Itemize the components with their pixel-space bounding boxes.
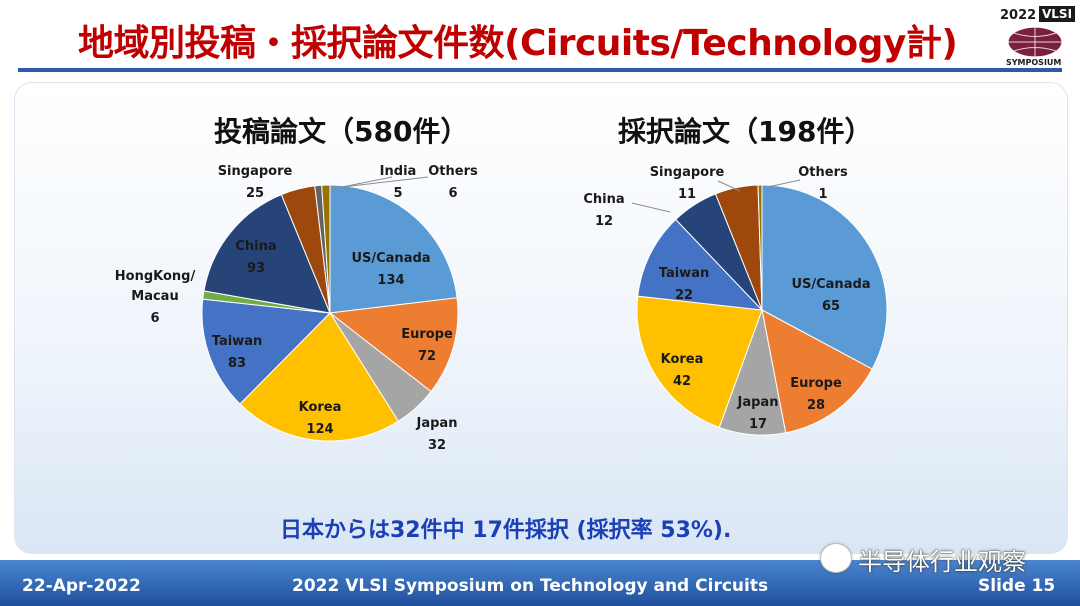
pie-slice-us-canada bbox=[329, 184, 458, 314]
pie-slice-taiwan bbox=[637, 218, 764, 311]
slide-title: 地域別投稿・採択論文件数(Circuits/Technology計) bbox=[78, 23, 958, 64]
slice-value-others: 1 bbox=[818, 187, 827, 202]
footer-conference: 2022 VLSI Symposium on Technology and Ci… bbox=[292, 576, 769, 596]
pie-slice-korea bbox=[239, 312, 400, 442]
slice-value-hongkong-macau: 6 bbox=[150, 311, 159, 326]
japan-acceptance-note: 日本からは32件中 17件採択 (採択率 53%). bbox=[280, 518, 732, 543]
slice-value-europe: 72 bbox=[418, 349, 436, 364]
wechat-icon bbox=[820, 543, 852, 573]
pie-slice-others bbox=[757, 184, 763, 311]
pie-slice-korea bbox=[636, 295, 763, 429]
footer-bar: 22-Apr-2022 2022 VLSI Symposium on Techn… bbox=[0, 560, 1080, 606]
slice-label-taiwan: Taiwan bbox=[212, 334, 262, 349]
pie-slice-others bbox=[321, 184, 331, 314]
pie-chart-submitted: US/Canada 134 Europe 72 Japan 32 Korea 124 Taiwa… bbox=[115, 164, 478, 453]
logo-year: 2022 bbox=[1000, 8, 1037, 23]
pie-slice-taiwan bbox=[201, 298, 332, 405]
chart-title-accepted: 採択論文（198件） bbox=[618, 115, 873, 148]
pie-slice-europe bbox=[761, 309, 873, 434]
leader-line-china bbox=[631, 202, 671, 213]
logo-globe-icon bbox=[1007, 26, 1063, 58]
slice-label-japan: Japan bbox=[416, 416, 458, 431]
slice-label-others: Others bbox=[798, 165, 848, 180]
pie-slice-us-canada bbox=[761, 184, 888, 370]
slice-label-europe: Europe bbox=[401, 327, 453, 342]
slice-label-china: China bbox=[235, 239, 276, 254]
slice-label-singapore: Singapore bbox=[650, 165, 725, 180]
logo-symposium: SYMPOSIUM bbox=[1006, 58, 1062, 67]
slice-label-japan: Japan bbox=[737, 395, 779, 410]
slice-value-us-canada: 134 bbox=[377, 273, 404, 288]
slice-label-singapore: Singapore bbox=[218, 164, 293, 179]
slice-label-korea: Korea bbox=[661, 352, 704, 367]
slice-label-korea: Korea bbox=[299, 400, 342, 415]
slice-value-singapore: 25 bbox=[246, 186, 264, 201]
slice-label-india: India bbox=[380, 164, 417, 179]
slice-value-taiwan: 83 bbox=[228, 356, 246, 371]
slice-value-korea: 124 bbox=[306, 422, 333, 437]
slice-value-china: 93 bbox=[247, 261, 265, 276]
slice-value-korea: 42 bbox=[673, 374, 691, 389]
footer-slide-number: Slide 15 bbox=[978, 576, 1056, 596]
watermark-text: 半导体行业观察 bbox=[858, 548, 1026, 576]
slice-value-us-canada: 65 bbox=[822, 299, 840, 314]
leader-line-others bbox=[333, 176, 429, 189]
slice-value-europe: 28 bbox=[807, 398, 825, 413]
slice-label-hongkong-macau: Macau bbox=[131, 289, 178, 304]
slice-label-others: Others bbox=[428, 164, 478, 179]
footer-date: 22-Apr-2022 bbox=[22, 576, 141, 596]
slice-label-us-canada: US/Canada bbox=[791, 277, 870, 292]
pie-chart-accepted: US/Canada 65 Europe 28 Japan 17 Korea 42 Taiwan 2… bbox=[583, 165, 888, 436]
slice-value-china: 12 bbox=[595, 214, 613, 229]
slice-label-taiwan: Taiwan bbox=[659, 266, 709, 281]
slice-value-others: 6 bbox=[448, 186, 457, 201]
slice-value-india: 5 bbox=[393, 186, 402, 201]
leader-line-singapore bbox=[717, 180, 741, 192]
slice-label-europe: Europe bbox=[790, 376, 842, 391]
pie-slice-europe bbox=[328, 297, 459, 393]
pie-slice-china bbox=[203, 193, 331, 314]
logo-tag: VLSI bbox=[1039, 6, 1076, 22]
content-panel bbox=[14, 82, 1068, 554]
slice-value-japan: 32 bbox=[428, 438, 446, 453]
slice-label-china: China bbox=[583, 192, 624, 207]
title-divider bbox=[18, 68, 1062, 72]
slice-value-taiwan: 22 bbox=[675, 288, 693, 303]
slice-value-singapore: 11 bbox=[678, 187, 696, 202]
leader-line-others bbox=[762, 179, 801, 189]
slice-value-japan: 17 bbox=[749, 417, 767, 432]
slice-label-hongkong-macau: HongKong/ bbox=[115, 269, 196, 284]
chart-title-submitted: 投稿論文（580件） bbox=[214, 115, 469, 148]
slice-label-us-canada: US/Canada bbox=[351, 251, 430, 266]
